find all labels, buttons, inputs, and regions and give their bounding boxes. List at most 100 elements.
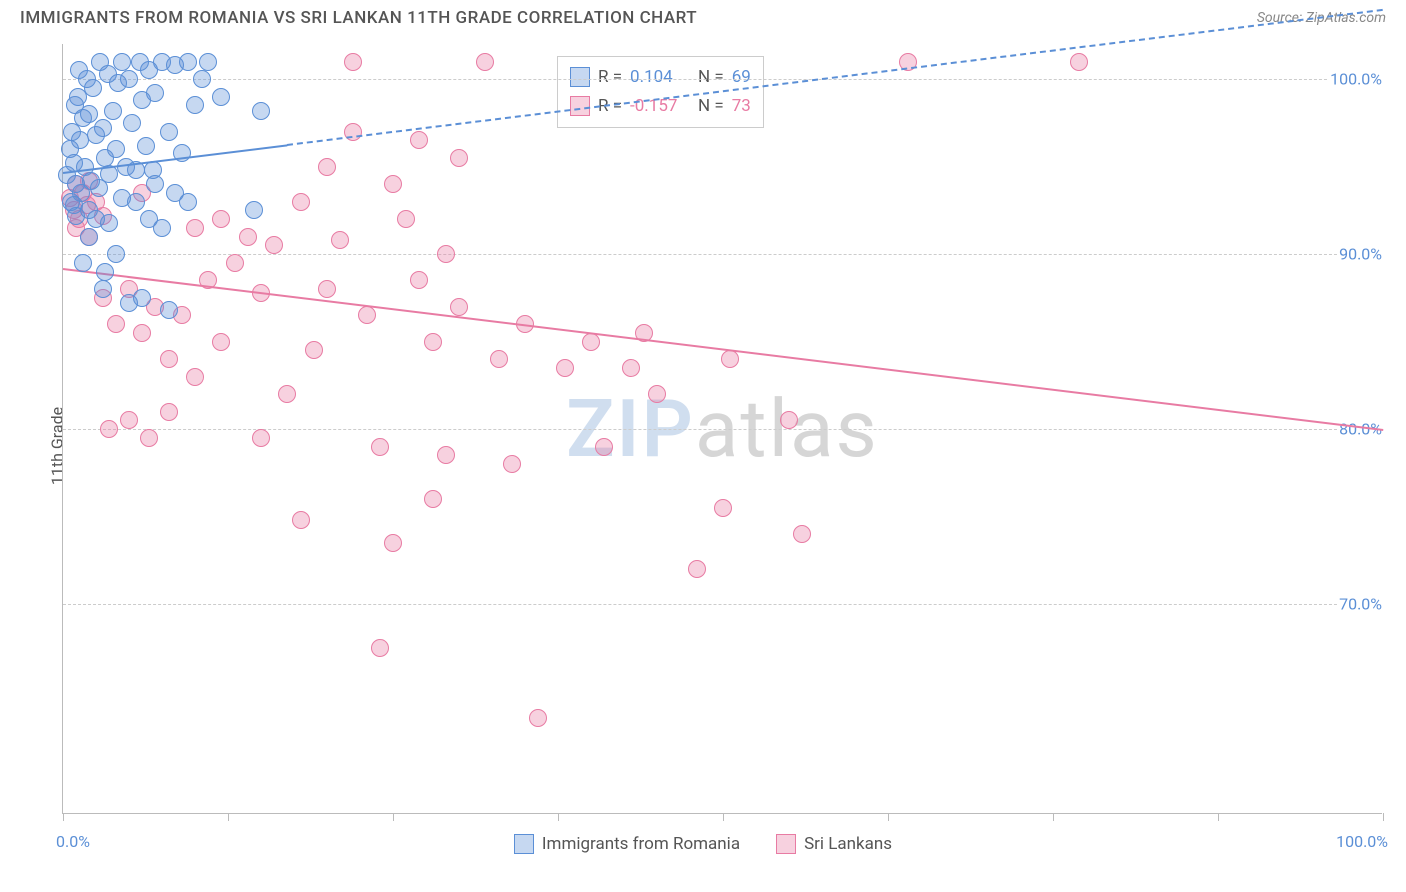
- data-point: [437, 446, 455, 464]
- data-point: [133, 324, 151, 342]
- data-point: [648, 385, 666, 403]
- chart-title: IMMIGRANTS FROM ROMANIA VS SRI LANKAN 11…: [20, 8, 697, 28]
- data-point: [94, 280, 112, 298]
- data-point: [424, 333, 442, 351]
- data-point: [239, 228, 257, 246]
- data-point: [104, 102, 122, 120]
- data-point: [384, 534, 402, 552]
- data-point: [410, 131, 428, 149]
- swatch-a: [570, 67, 590, 87]
- data-point: [476, 53, 494, 71]
- data-point: [384, 175, 402, 193]
- data-point: [450, 298, 468, 316]
- data-point: [160, 123, 178, 141]
- y-tick-label: 90.0%: [1337, 245, 1384, 264]
- scatter-plot: ZIPatlas R = 0.104 N = 69 R = -0.157 N =…: [62, 44, 1382, 814]
- data-point: [166, 184, 184, 202]
- data-point: [74, 254, 92, 272]
- data-point: [120, 70, 138, 88]
- data-point: [318, 280, 336, 298]
- series-legend: Immigrants from Romania Sri Lankans: [0, 834, 1406, 854]
- y-tick-label: 100.0%: [1328, 70, 1384, 89]
- n-label-a: N =: [698, 63, 724, 92]
- data-point: [252, 102, 270, 120]
- x-tick: [558, 813, 559, 821]
- data-point: [226, 254, 244, 272]
- data-point: [160, 403, 178, 421]
- data-point: [410, 271, 428, 289]
- data-point: [100, 420, 118, 438]
- data-point: [84, 79, 102, 97]
- data-point: [186, 219, 204, 237]
- legend-item-b: Sri Lankans: [776, 834, 892, 854]
- data-point: [113, 189, 131, 207]
- y-tick-label: 70.0%: [1337, 595, 1384, 614]
- data-point: [107, 245, 125, 263]
- x-tick: [1383, 813, 1384, 821]
- data-point: [622, 359, 640, 377]
- data-point: [358, 306, 376, 324]
- n-label-b: N =: [698, 92, 724, 121]
- data-point: [245, 201, 263, 219]
- gridline: [63, 254, 1382, 255]
- data-point: [529, 709, 547, 727]
- data-point: [556, 359, 574, 377]
- data-point: [212, 88, 230, 106]
- legend-item-a: Immigrants from Romania: [514, 834, 740, 854]
- data-point: [179, 53, 197, 71]
- x-tick: [63, 813, 64, 821]
- x-tick: [723, 813, 724, 821]
- x-tick: [393, 813, 394, 821]
- x-tick: [1053, 813, 1054, 821]
- data-point: [100, 214, 118, 232]
- data-point: [212, 333, 230, 351]
- data-point: [397, 210, 415, 228]
- data-point: [331, 231, 349, 249]
- x-tick: [888, 813, 889, 821]
- data-point: [123, 114, 141, 132]
- data-point: [437, 245, 455, 263]
- data-point: [186, 368, 204, 386]
- data-point: [137, 137, 155, 155]
- legend-label-b: Sri Lankans: [804, 834, 892, 854]
- data-point: [65, 196, 83, 214]
- data-point: [252, 429, 270, 447]
- data-point: [133, 289, 151, 307]
- data-point: [265, 236, 283, 254]
- data-point: [371, 639, 389, 657]
- data-point: [146, 175, 164, 193]
- data-point: [146, 84, 164, 102]
- data-point: [292, 511, 310, 529]
- data-point: [113, 53, 131, 71]
- data-point: [278, 385, 296, 403]
- data-point: [714, 499, 732, 517]
- data-point: [186, 96, 204, 114]
- legend-row-a: R = 0.104 N = 69: [570, 63, 751, 92]
- data-point: [212, 210, 230, 228]
- swatch-a-bottom: [514, 834, 534, 854]
- data-point: [344, 53, 362, 71]
- gridline: [63, 79, 1382, 80]
- x-tick: [1218, 813, 1219, 821]
- data-point: [371, 438, 389, 456]
- data-point: [490, 350, 508, 368]
- data-point: [80, 228, 98, 246]
- r-value-a: 0.104: [630, 63, 690, 92]
- data-point: [688, 560, 706, 578]
- data-point: [424, 490, 442, 508]
- data-point: [450, 149, 468, 167]
- swatch-b-bottom: [776, 834, 796, 854]
- data-point: [793, 525, 811, 543]
- data-point: [120, 411, 138, 429]
- data-point: [153, 219, 171, 237]
- data-point: [503, 455, 521, 473]
- data-point: [160, 350, 178, 368]
- data-point: [595, 438, 613, 456]
- data-point: [292, 193, 310, 211]
- n-value-b: 73: [732, 92, 751, 121]
- gridline: [63, 604, 1382, 605]
- data-point: [780, 411, 798, 429]
- legend-label-a: Immigrants from Romania: [542, 834, 740, 854]
- data-point: [107, 315, 125, 333]
- data-point: [721, 350, 739, 368]
